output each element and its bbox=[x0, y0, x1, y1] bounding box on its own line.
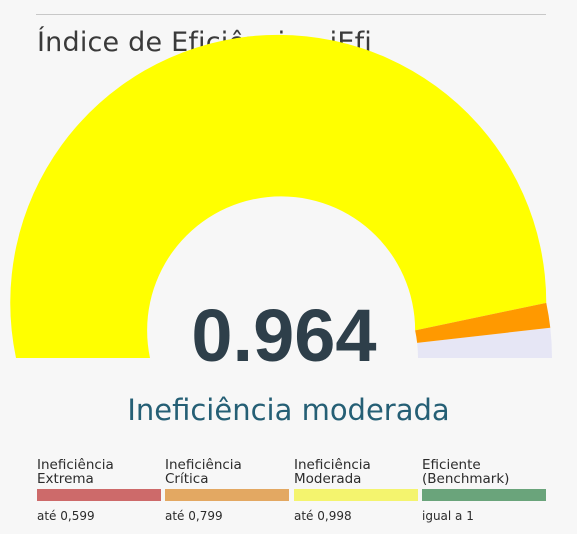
legend-threshold: até 0,599 bbox=[37, 509, 95, 523]
gauge-value-tip bbox=[415, 302, 551, 343]
gauge-value-label: 0.964 bbox=[191, 294, 376, 377]
gauge-remainder-arc bbox=[417, 327, 552, 358]
legend-threshold: até 0,998 bbox=[294, 509, 352, 523]
legend-label: Ineficiência Moderada bbox=[294, 457, 371, 487]
legend-threshold: igual a 1 bbox=[422, 509, 474, 523]
legend-item-critical: Ineficiência Crítica até 0,799 bbox=[165, 458, 289, 523]
gauge-legend: Ineficiência Extrema até 0,599 Ineficiên… bbox=[0, 458, 577, 528]
top-divider bbox=[36, 14, 546, 15]
legend-swatch bbox=[165, 489, 289, 501]
legend-label: Ineficiência Crítica bbox=[165, 457, 242, 487]
legend-item-extreme: Ineficiência Extrema até 0,599 bbox=[37, 458, 161, 523]
legend-item-benchmark: Eficiente (Benchmark) igual a 1 bbox=[422, 458, 546, 523]
legend-swatch bbox=[294, 489, 418, 501]
legend-label: Eficiente (Benchmark) bbox=[422, 457, 510, 487]
legend-swatch bbox=[37, 489, 161, 501]
gauge-chart: 0.964 bbox=[10, 34, 552, 377]
legend-item-moderate: Ineficiência Moderada até 0,998 bbox=[294, 458, 418, 523]
legend-swatch bbox=[422, 489, 546, 501]
legend-threshold: até 0,799 bbox=[165, 509, 223, 523]
gauge-value-arc bbox=[10, 34, 547, 358]
efficiency-status-label: Ineficiência moderada bbox=[127, 393, 450, 427]
legend-label: Ineficiência Extrema bbox=[37, 457, 114, 487]
